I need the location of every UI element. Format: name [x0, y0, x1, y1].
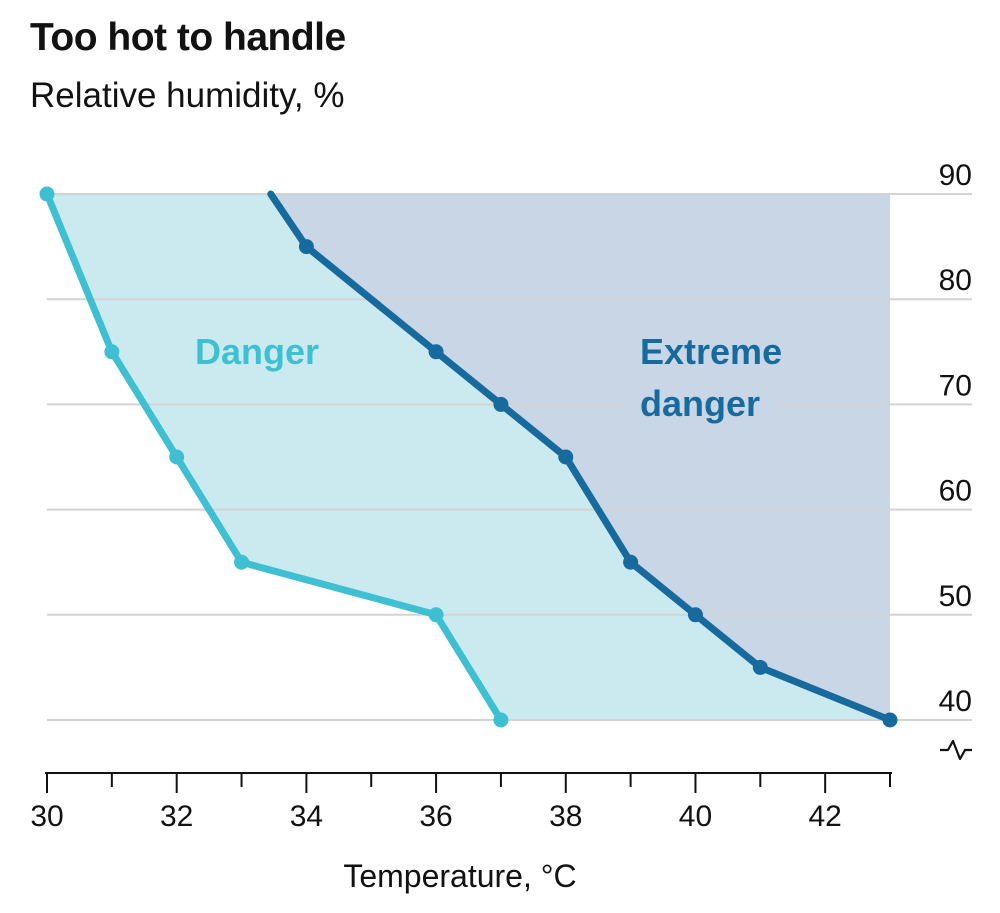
x-tick-label: 40 — [679, 800, 712, 833]
x-tick-label: 30 — [30, 800, 63, 833]
danger-point — [234, 554, 250, 570]
area-fills — [47, 194, 890, 720]
x-axis-title: Temperature, °C — [343, 858, 576, 894]
label-gap — [626, 386, 776, 426]
extreme-danger-point — [428, 344, 444, 360]
danger-point — [104, 344, 120, 360]
extreme-danger-point — [752, 659, 768, 675]
danger-line — [43, 190, 505, 724]
extreme-danger-area — [270, 194, 890, 720]
y-tick-label: 60 — [939, 475, 972, 508]
x-tick-label: 36 — [419, 800, 452, 833]
gridlines — [47, 193, 972, 721]
x-tick-label: 32 — [160, 800, 193, 833]
danger-label: Danger — [195, 331, 319, 372]
axis-break-icon — [940, 739, 972, 761]
chart-subtitle: Relative humidity, % — [30, 76, 345, 115]
y-tick-label: 90 — [939, 159, 972, 192]
y-tick-label: 80 — [939, 264, 972, 297]
area-labels: Danger Extreme danger — [195, 331, 782, 426]
x-tick-label: 34 — [290, 800, 323, 833]
y-tick-label: 70 — [939, 369, 972, 402]
extreme-danger-point — [298, 239, 314, 255]
extreme-danger-point — [882, 712, 898, 728]
y-tick-label: 50 — [939, 580, 972, 613]
y-tick-label: 40 — [939, 685, 972, 718]
extreme-danger-point — [687, 607, 703, 623]
chart-title: Too hot to handle — [30, 16, 346, 59]
x-tick-label: 38 — [549, 800, 582, 833]
series-lines — [39, 186, 898, 728]
danger-point — [428, 607, 444, 623]
extreme-danger-point — [623, 554, 639, 570]
extreme-danger-point — [493, 396, 509, 412]
danger-point — [493, 712, 509, 728]
extreme-danger-label: danger — [640, 383, 760, 424]
y-axis-labels: 40 50 60 70 80 90 — [939, 159, 972, 718]
x-tick-label: 42 — [808, 800, 841, 833]
x-axis: 30 32 34 36 38 40 42 — [30, 739, 972, 833]
extreme-danger-point — [558, 449, 574, 465]
extreme-danger-label: Extreme — [640, 331, 782, 372]
danger-point — [169, 449, 185, 465]
danger-point — [39, 186, 55, 202]
